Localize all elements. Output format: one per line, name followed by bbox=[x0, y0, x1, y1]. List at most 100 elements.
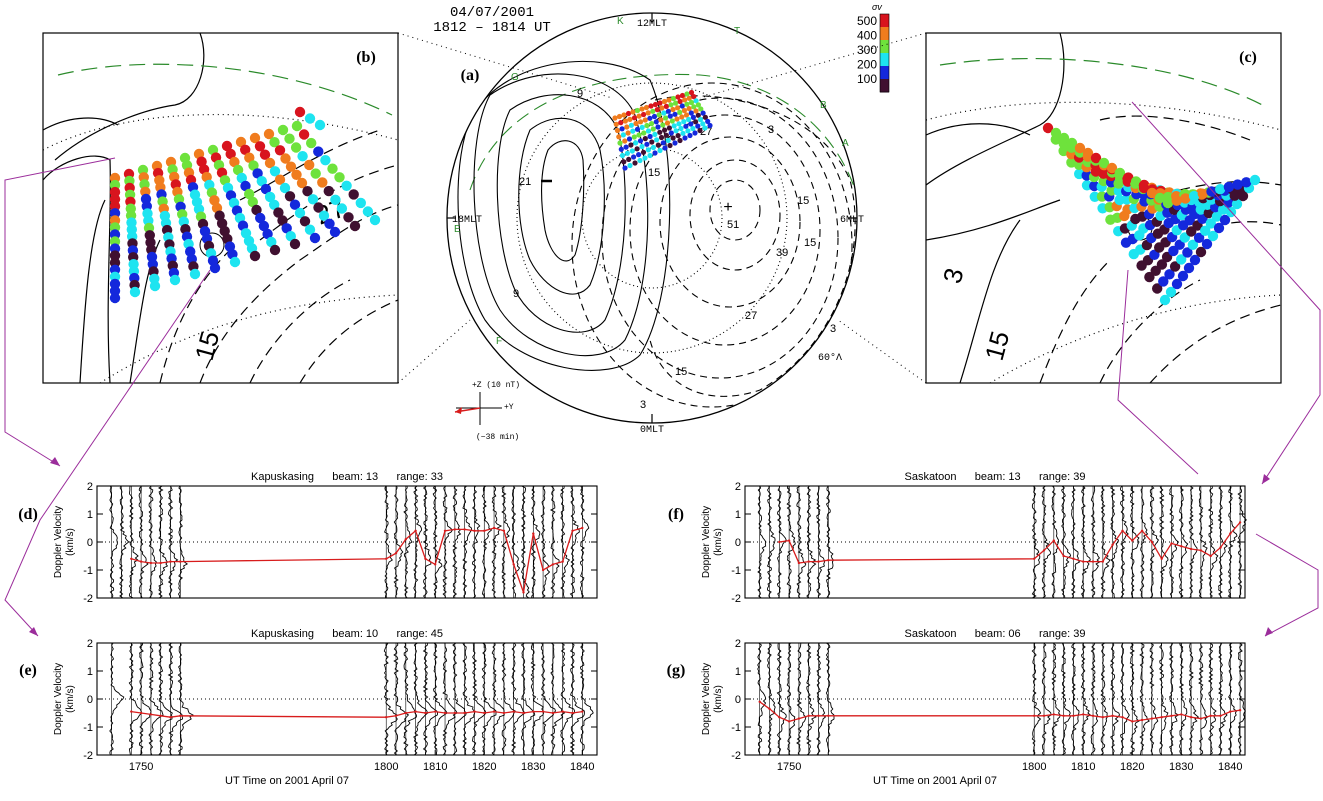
scatter-point bbox=[652, 150, 658, 156]
scatter-point bbox=[225, 148, 236, 160]
scatter-point bbox=[672, 111, 678, 117]
scatter-point bbox=[306, 137, 317, 149]
scatter-point bbox=[1058, 132, 1070, 144]
velocity-point bbox=[571, 529, 574, 532]
spectrum-trace bbox=[393, 642, 410, 756]
velocity-point bbox=[768, 707, 771, 710]
velocity-point bbox=[1082, 713, 1085, 716]
spectrum-trace bbox=[413, 642, 429, 756]
scatter-point bbox=[679, 103, 685, 109]
spectrum-trace bbox=[1178, 485, 1189, 599]
y-tick-label: 0 bbox=[87, 694, 93, 706]
velocity-point bbox=[1111, 714, 1114, 717]
scatter-point bbox=[688, 110, 694, 116]
velocity-point bbox=[551, 711, 555, 715]
scatter-point bbox=[1183, 262, 1195, 274]
scatter-point bbox=[625, 130, 631, 136]
scatter-point bbox=[280, 153, 291, 164]
y-tick-label: 1 bbox=[87, 666, 93, 678]
scatter-point bbox=[618, 146, 624, 152]
velocity-point bbox=[1140, 718, 1144, 722]
scatter-point bbox=[1241, 177, 1252, 188]
y-tick-label: 2 bbox=[87, 481, 93, 493]
velocity-point bbox=[424, 711, 427, 715]
panel-a-label: (a) bbox=[461, 67, 480, 84]
scatter-point bbox=[627, 162, 633, 169]
station-letter-a: A bbox=[842, 138, 849, 149]
x-axis-label: UT Time on 2001 April 07 bbox=[225, 775, 349, 787]
a-dawn-contour-1 bbox=[709, 179, 761, 241]
imf-vector-head bbox=[455, 407, 462, 414]
a-green-boundary bbox=[469, 73, 857, 206]
scatter-point bbox=[289, 199, 301, 210]
y-tick-label: -2 bbox=[83, 593, 93, 605]
scatter-point bbox=[613, 121, 619, 127]
velocity-point bbox=[169, 560, 172, 563]
velocity-point bbox=[1111, 543, 1114, 546]
spectrum-trace bbox=[177, 642, 194, 756]
a-dawn-contour-5 bbox=[601, 97, 839, 379]
scatter-point bbox=[620, 132, 627, 138]
c-lat-circle-2 bbox=[989, 294, 1281, 383]
scatter-point bbox=[663, 103, 670, 109]
scatter-point bbox=[675, 105, 681, 111]
a-clabel-12: 15 bbox=[675, 366, 687, 378]
velocity-point bbox=[385, 716, 388, 719]
scatter-point bbox=[1074, 142, 1086, 154]
velocity-point bbox=[1062, 714, 1065, 717]
scatter-point bbox=[317, 177, 328, 188]
a-lat-70 bbox=[581, 147, 723, 289]
scatter-point bbox=[269, 137, 280, 148]
scatter-point bbox=[324, 218, 335, 229]
scatter-point bbox=[631, 154, 637, 160]
arrowhead-f bbox=[1262, 474, 1270, 484]
scatter-point bbox=[294, 106, 306, 118]
scatter-point bbox=[659, 105, 665, 111]
scatter-point bbox=[654, 137, 660, 143]
scatter-point bbox=[362, 206, 374, 217]
scatter-point bbox=[639, 143, 645, 150]
velocity-point bbox=[512, 710, 515, 713]
scatter-point bbox=[649, 139, 655, 145]
velocity-point bbox=[758, 700, 761, 703]
velocity-point bbox=[130, 557, 133, 560]
connector-f-to-g bbox=[1255, 533, 1319, 637]
scatter-point bbox=[349, 220, 361, 232]
scatter-point bbox=[634, 126, 641, 132]
velocity-point bbox=[1150, 540, 1154, 544]
spectrum-trace bbox=[501, 485, 511, 599]
spectrum-trace bbox=[757, 642, 767, 756]
y-tick-label: 2 bbox=[87, 638, 93, 650]
spectrum-trace bbox=[471, 642, 487, 756]
scatter-point bbox=[1189, 254, 1201, 266]
velocity-point bbox=[522, 591, 525, 594]
b-contour-1 bbox=[54, 33, 205, 161]
scatter-point bbox=[232, 164, 244, 176]
a-dusk-contour-3 bbox=[496, 94, 626, 333]
scatter-point bbox=[616, 134, 622, 140]
velocity-point bbox=[1072, 714, 1075, 717]
colorbar-tick-label: 400 bbox=[857, 29, 877, 43]
velocity-point bbox=[807, 714, 810, 717]
scatter-point bbox=[672, 140, 678, 146]
scatter-point bbox=[682, 135, 688, 141]
scatter-point bbox=[679, 114, 685, 120]
spectrum-trace bbox=[1149, 485, 1159, 599]
y-tick-label: 0 bbox=[87, 537, 93, 549]
scatter-point bbox=[677, 137, 683, 144]
x-tick-label: 1810 bbox=[423, 761, 447, 773]
scatter-point bbox=[619, 126, 625, 132]
scatter-point bbox=[660, 140, 666, 146]
velocity-point bbox=[778, 540, 781, 544]
y-axis-label: (km/s) bbox=[65, 528, 76, 556]
scatter-point bbox=[236, 172, 247, 184]
station-letter-e: E bbox=[454, 224, 461, 235]
spectrum-trace bbox=[767, 642, 776, 756]
velocity-series bbox=[759, 701, 1241, 723]
zoom-line-b-top bbox=[397, 32, 613, 99]
scatter-point bbox=[623, 144, 629, 150]
velocity-point bbox=[443, 529, 447, 532]
velocity-point bbox=[502, 711, 506, 715]
plot-title: Saskatoon beam: 06 range: 39 bbox=[904, 628, 1085, 640]
panel-c-frame bbox=[925, 32, 1282, 384]
